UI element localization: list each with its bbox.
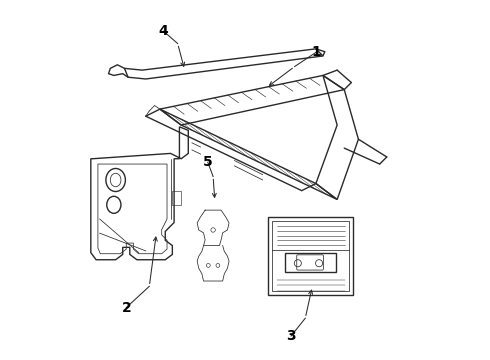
Text: 4: 4 [159, 24, 169, 38]
Bar [285, 253, 336, 272]
Bar [172, 191, 181, 205]
Text: 5: 5 [203, 155, 213, 169]
Text: 3: 3 [286, 329, 296, 343]
Text: 1: 1 [311, 45, 321, 59]
Text: 2: 2 [122, 301, 131, 315]
